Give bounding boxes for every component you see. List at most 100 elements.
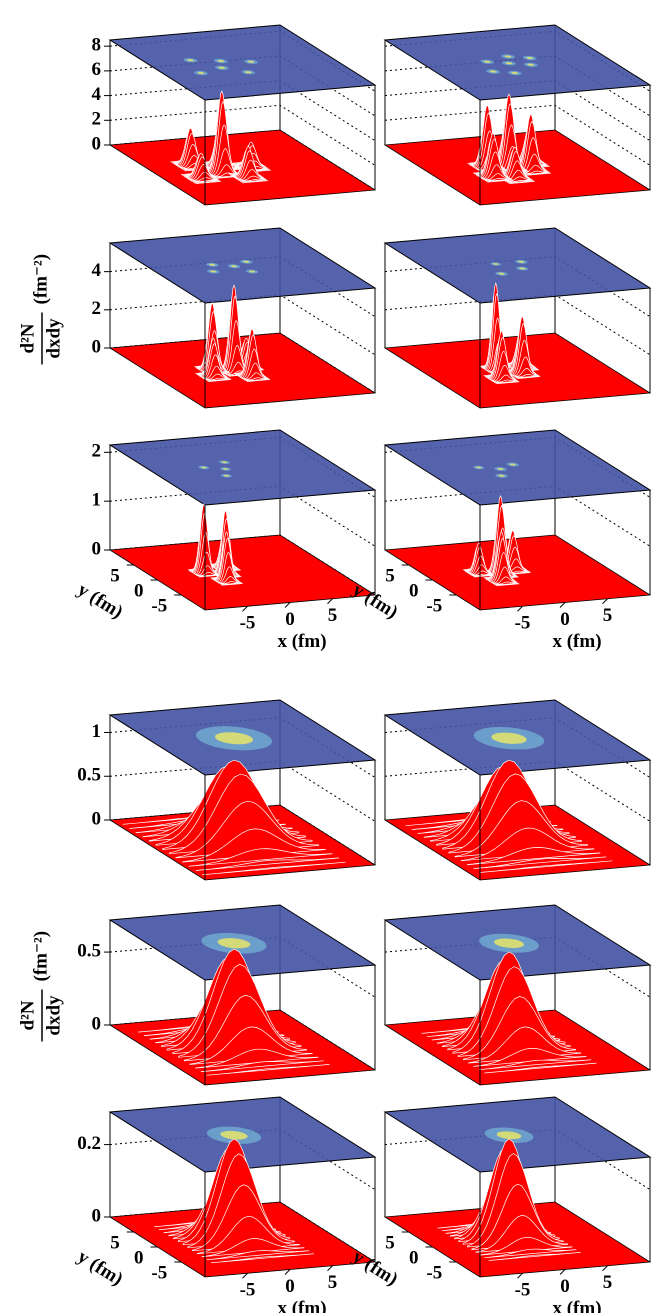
z-tick-label: 0: [92, 133, 102, 154]
surface-slice: [479, 860, 613, 873]
z-tick-label: 6: [92, 59, 102, 80]
projection-spot: [498, 272, 505, 275]
surface-slice: [473, 1048, 587, 1067]
z-tick-label: 0.5: [77, 940, 101, 961]
surface-slice: [182, 828, 326, 863]
z-tick-label: 1: [92, 490, 102, 511]
projection-spot: [210, 270, 217, 273]
x-tick-label: 5: [603, 605, 613, 626]
surface-slice: [188, 848, 333, 867]
x-tick-label: 0: [560, 609, 570, 630]
x-tick: [602, 598, 608, 605]
projection-plane: [383, 227, 652, 304]
y-tick-label: -5: [151, 1262, 167, 1283]
z-title-unit: (fm⁻²): [30, 931, 51, 982]
x-tick-label: -5: [515, 1280, 531, 1301]
projection-spot: [222, 468, 229, 470]
x-tick: [559, 1269, 566, 1275]
x-axis-title: x (fm): [552, 1298, 601, 1313]
z-title-denominator: dxdy: [43, 318, 64, 359]
surface-slice: [509, 181, 535, 184]
y-tick-label: 5: [110, 1232, 120, 1253]
surface-slice: [523, 170, 550, 175]
z-title-numerator: d²N: [17, 323, 38, 353]
x-tick: [327, 598, 333, 605]
projection-spot: [527, 63, 535, 66]
surface-slice: [484, 1248, 577, 1259]
panel: [383, 227, 652, 409]
surface-slice: [201, 1238, 305, 1258]
z-title-numerator: d²N: [17, 1000, 38, 1030]
surface-slice: [197, 565, 219, 577]
x-tick-label: -5: [240, 613, 256, 634]
z-axis-title: d²N dxdy (fm⁻²): [17, 254, 64, 365]
panel: 00.51: [77, 699, 377, 881]
z-tick-label: 2: [92, 109, 102, 130]
surface-slice: [506, 176, 533, 183]
y-tick-label: -5: [151, 595, 167, 616]
y-tick-label: 0: [134, 1247, 144, 1268]
projection-plane: [383, 429, 652, 506]
surface-slice: [242, 180, 269, 184]
surface-slice: [517, 376, 541, 379]
x-tick: [242, 1272, 248, 1279]
x-tick-label: 0: [560, 1276, 570, 1297]
surface-slice: [525, 172, 551, 176]
projection-spot: [498, 474, 505, 477]
surface-slice: [487, 179, 513, 183]
z-tick-label: 4: [92, 260, 102, 281]
surface-slice: [460, 827, 595, 862]
x-axis-title: x (fm): [552, 631, 601, 652]
projection-spot: [201, 466, 207, 469]
projection-spot: [505, 62, 513, 65]
surface-slice: [206, 1064, 330, 1076]
projection-plane: [108, 24, 377, 101]
x-tick: [517, 1272, 523, 1279]
surface-slice: [192, 177, 219, 183]
projection-spot: [504, 55, 512, 58]
surface-slice: [199, 574, 220, 578]
surface-slice: [488, 1252, 581, 1261]
projection-spot: [497, 468, 504, 470]
projection-spot: [247, 60, 255, 63]
projection-spot: [518, 260, 525, 263]
panel: [383, 904, 652, 1086]
surface-slice: [198, 572, 219, 577]
projection-spot: [483, 60, 491, 63]
projection-spot: [218, 66, 226, 69]
projection-spot: [209, 263, 216, 266]
surface-slice: [221, 581, 242, 585]
x-tick-label: -5: [515, 613, 531, 634]
x-tick-label: 5: [603, 1272, 613, 1293]
x-tick-label: 5: [328, 605, 338, 626]
projection-spot: [509, 463, 516, 466]
surface-slice: [496, 381, 520, 385]
z-tick-label: 4: [92, 84, 102, 105]
surface-slice: [212, 148, 239, 177]
surface-slice: [496, 583, 520, 587]
z-tick-label: 0: [92, 336, 102, 357]
projection-spot: [187, 59, 194, 62]
projection-plane: [108, 227, 377, 304]
x-tick-label: -5: [240, 1280, 256, 1301]
floor: [108, 534, 377, 611]
surface-slice: [239, 175, 266, 182]
y-tick-label: 5: [385, 565, 395, 586]
projection-spot: [221, 461, 228, 464]
surface-slice: [195, 857, 339, 871]
surface-slice: [484, 1062, 597, 1074]
projection-plane: [108, 429, 377, 506]
projection-spot: [248, 270, 256, 273]
x-tick-label: 5: [328, 1272, 338, 1293]
y-tick-label: 5: [110, 565, 120, 586]
surface-slice: [206, 1250, 310, 1261]
projection-spot: [217, 938, 251, 949]
panel: [383, 24, 652, 206]
surface-slice: [195, 181, 221, 184]
projection-spot: [519, 267, 526, 270]
z-tick-label: 0: [92, 808, 102, 829]
